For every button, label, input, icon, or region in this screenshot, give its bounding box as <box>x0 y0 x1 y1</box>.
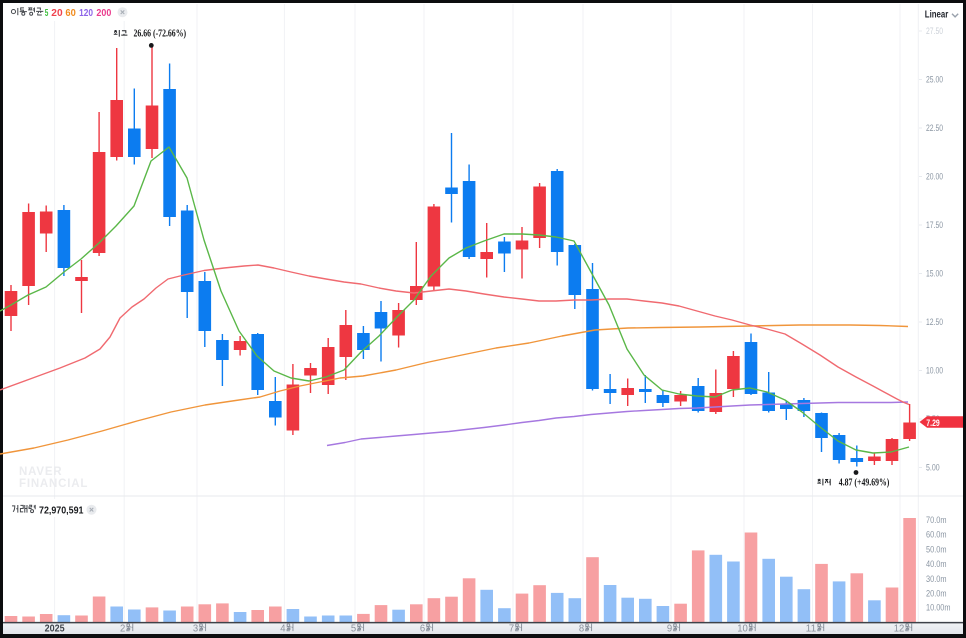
svg-text:60: 60 <box>65 7 76 19</box>
svg-text:60.0m: 60.0m <box>926 530 947 541</box>
svg-text:20.00: 20.00 <box>926 172 943 183</box>
svg-text:12.50: 12.50 <box>926 317 943 328</box>
svg-text:70.0m: 70.0m <box>926 515 947 526</box>
svg-text:40.0m: 40.0m <box>926 559 947 570</box>
svg-text:4.87 (+49.69%): 4.87 (+49.69%) <box>839 478 890 489</box>
svg-text:25.00: 25.00 <box>926 75 943 86</box>
svg-text:26.66 (-72.66%): 26.66 (-72.66%) <box>134 29 187 40</box>
svg-text:4: 4 <box>280 624 286 635</box>
svg-text:9: 9 <box>667 624 673 635</box>
svg-text:7: 7 <box>509 624 515 635</box>
svg-text:200: 200 <box>96 7 111 19</box>
svg-text:10: 10 <box>737 624 748 635</box>
svg-text:2025: 2025 <box>45 624 65 635</box>
svg-text:Linear: Linear <box>925 10 949 21</box>
svg-text:20: 20 <box>51 7 62 19</box>
svg-text:72,970,591: 72,970,591 <box>39 506 84 517</box>
svg-text:10.00: 10.00 <box>926 366 943 377</box>
svg-text:5.00: 5.00 <box>926 463 940 474</box>
svg-text:8: 8 <box>579 624 585 635</box>
svg-text:11: 11 <box>806 624 817 635</box>
svg-text:NAVER: NAVER <box>19 466 62 478</box>
svg-text:120: 120 <box>79 7 93 19</box>
svg-text:2: 2 <box>120 624 126 635</box>
svg-text:12: 12 <box>894 624 905 635</box>
svg-text:5: 5 <box>351 624 357 635</box>
svg-text:5: 5 <box>45 7 49 19</box>
svg-text:30.0m: 30.0m <box>926 574 947 585</box>
svg-text:22.50: 22.50 <box>926 123 943 134</box>
svg-text:3: 3 <box>193 624 199 635</box>
svg-text:FINANCIAL: FINANCIAL <box>19 478 88 490</box>
svg-text:17.50: 17.50 <box>926 220 943 231</box>
svg-text:50.0m: 50.0m <box>926 544 947 555</box>
svg-text:20.0m: 20.0m <box>926 588 947 599</box>
svg-text:27.50: 27.50 <box>926 26 943 37</box>
svg-text:6: 6 <box>420 624 426 635</box>
svg-text:10.00m: 10.00m <box>926 603 951 614</box>
svg-text:7.29: 7.29 <box>926 418 940 429</box>
svg-text:15.00: 15.00 <box>926 269 943 280</box>
